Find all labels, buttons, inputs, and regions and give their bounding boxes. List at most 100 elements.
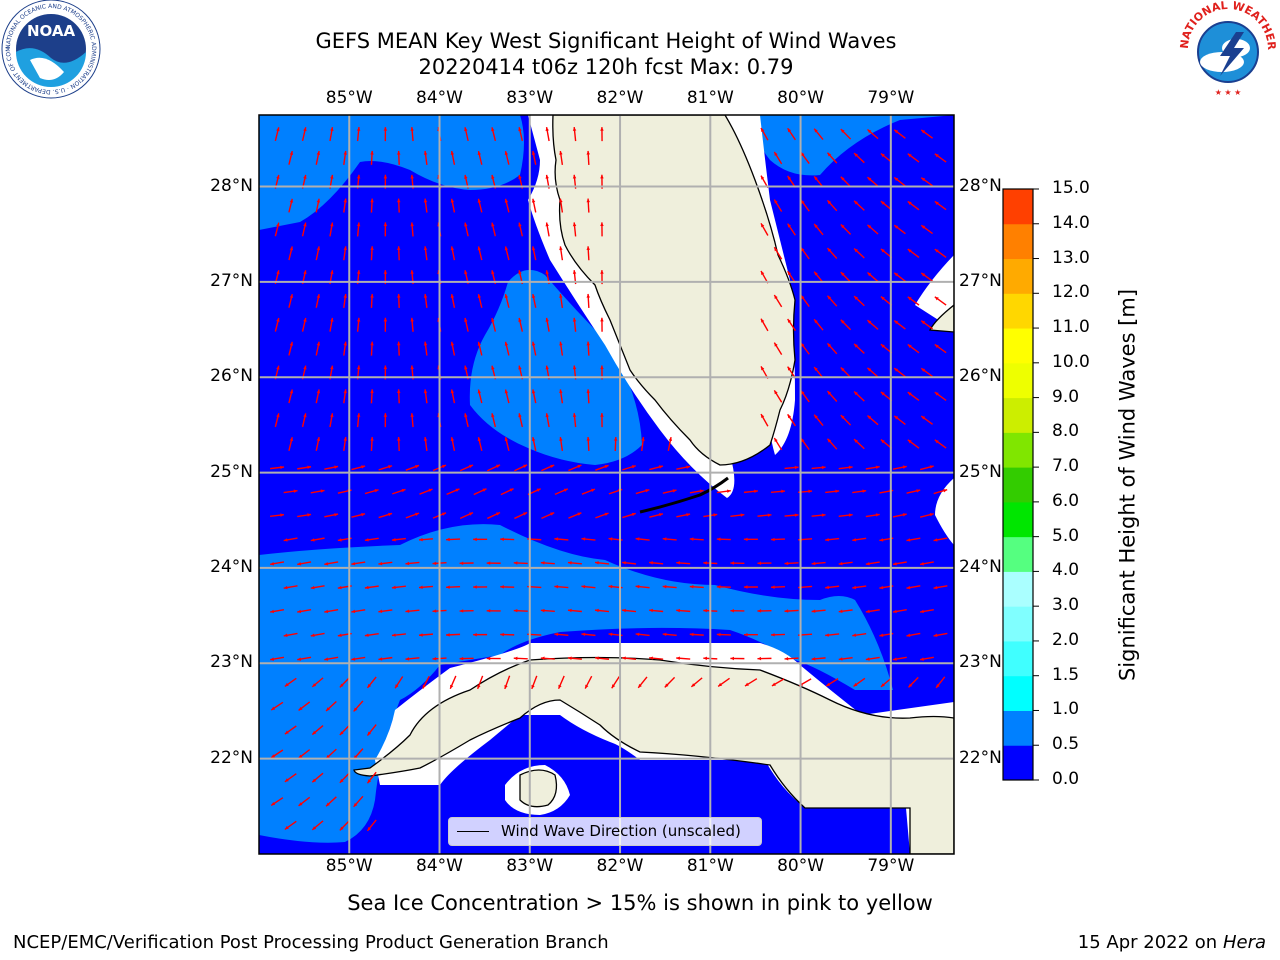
wave-arrow — [920, 224, 933, 235]
wave-arrow — [554, 632, 569, 637]
wave-arrow — [716, 632, 731, 637]
nws-ring-text: NATIONAL WEATHER SERVICE — [0, 0, 1278, 51]
wave-arrow — [757, 561, 772, 565]
wave-arrow — [449, 675, 457, 690]
wave-arrow — [500, 585, 515, 589]
wave-arrow — [383, 317, 388, 332]
wave-arrow — [283, 585, 298, 590]
wave-arrow — [446, 488, 460, 496]
wave-arrow — [613, 436, 618, 451]
wave-arrow — [770, 537, 786, 542]
wave-arrow — [351, 656, 366, 661]
wave-arrow — [513, 656, 528, 661]
wave-arrow — [473, 632, 488, 637]
wave-arrow — [784, 656, 799, 661]
noaa-logo-icon: NATIONAL OCEANIC AND ATMOSPHERIC ADMINIS… — [0, 0, 101, 99]
wave-arrow — [933, 585, 948, 590]
wave-arrow — [288, 293, 294, 308]
wave-arrow — [450, 341, 456, 356]
sea-ice-note: Sea Ice Concentration > 15% is shown in … — [347, 891, 933, 915]
lon-label-bottom: 80°W — [777, 856, 825, 876]
wave-arrow — [324, 608, 339, 614]
wave-arrow — [364, 632, 379, 637]
wave-arrow — [370, 198, 374, 213]
wave-arrow — [867, 271, 879, 283]
wave-arrow — [370, 293, 374, 308]
noaa-logo-text: NOAA — [27, 22, 76, 40]
wave-arrow — [351, 465, 366, 471]
wave-arrow — [852, 633, 867, 637]
wave-arrow — [907, 153, 920, 163]
colorbar — [1002, 188, 1039, 781]
wave-arrow — [504, 293, 510, 308]
wave-arrow — [840, 271, 852, 283]
wave-arrow — [418, 585, 434, 590]
lon-label-top: 85°W — [325, 88, 373, 108]
florida-keys — [639, 476, 729, 514]
wave-arrow — [838, 656, 853, 661]
wave-arrow — [270, 701, 284, 711]
lat-label-right: 23°N — [959, 652, 1002, 673]
colorbar-tick-label: 13.0 — [1052, 247, 1090, 268]
wave-arrow — [541, 512, 555, 519]
colorbar-tick-label: 6.0 — [1052, 490, 1080, 511]
wave-arrow — [935, 676, 946, 689]
wave-arrow — [934, 248, 947, 258]
wave-arrow — [397, 436, 401, 451]
wave-arrow — [813, 271, 824, 283]
wave-arrow — [364, 537, 379, 542]
wave-arrow — [329, 413, 334, 428]
wave-arrow — [554, 488, 569, 496]
colorbar-tick-label: 8.0 — [1052, 421, 1080, 442]
wave-arrow — [518, 222, 524, 237]
wave-arrow — [343, 389, 347, 404]
wave-arrow — [773, 294, 783, 308]
wave-arrow — [787, 413, 797, 427]
wave-arrow — [867, 367, 879, 378]
wave-arrow — [315, 436, 321, 451]
wave-arrow — [450, 198, 456, 213]
wave-arrow — [487, 464, 501, 472]
wave-arrow — [716, 537, 731, 541]
wave-arrow — [298, 796, 311, 807]
wave-arrow — [410, 413, 414, 428]
wave-arrow — [270, 656, 285, 661]
colorbar-swatch — [1003, 467, 1033, 503]
wave-arrow — [288, 437, 294, 451]
wave-arrow — [540, 656, 555, 661]
wave-arrow — [813, 414, 824, 427]
lon-label-bottom: 85°W — [325, 856, 373, 876]
wave-arrow — [773, 199, 783, 212]
wave-arrow — [757, 656, 772, 661]
wave-arrow — [840, 319, 852, 331]
map-gridlines — [259, 115, 954, 854]
wave-arrow — [541, 464, 555, 472]
wave-arrow — [315, 150, 321, 165]
lat-label-right: 25°N — [959, 461, 1002, 482]
wave-arrow — [351, 512, 366, 518]
footer-credit: NCEP/EMC/Verification Post Processing Pr… — [13, 932, 609, 953]
wave-arrow — [486, 656, 501, 661]
wave-arrow — [422, 675, 430, 689]
wave-arrow — [366, 724, 377, 736]
wave-arrow — [689, 632, 704, 637]
wave-arrow — [919, 608, 934, 614]
wave-arrow — [920, 129, 933, 139]
wave-arrow — [826, 199, 838, 212]
wave-arrow — [825, 585, 840, 590]
wave-arrow — [934, 343, 947, 354]
wave-arrow — [852, 489, 867, 494]
lon-label-bottom: 79°W — [867, 856, 915, 876]
wave-arrow — [504, 150, 510, 165]
wave-arrow — [310, 489, 325, 494]
nws-logo-icon: NATIONAL WEATHER SERVICE ★ ★ ★ — [0, 0, 1278, 98]
wave-arrow — [410, 317, 414, 332]
wave-arrow — [893, 129, 906, 139]
wave-arrow — [906, 489, 921, 494]
wave-arrow — [840, 414, 852, 426]
wave-arrow — [773, 342, 783, 355]
wave-arrow — [513, 608, 528, 613]
wave-arrow — [920, 320, 933, 330]
wave-arrow — [771, 678, 785, 687]
wave-arrow — [920, 272, 933, 282]
